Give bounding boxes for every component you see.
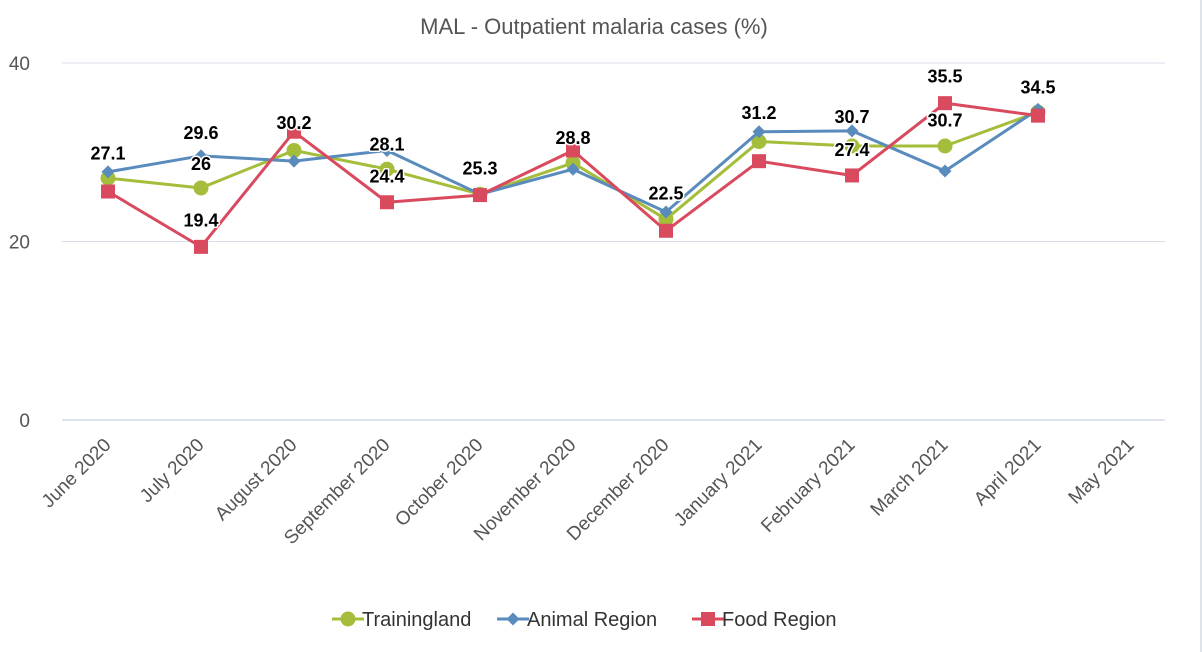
x-tick-label: June 2020: [38, 435, 116, 513]
data-label: 26: [191, 154, 211, 174]
data-point-circle[interactable]: [286, 142, 302, 158]
data-label: 29.6: [183, 123, 218, 143]
data-point-diamond[interactable]: [380, 143, 394, 157]
data-label: 24.4: [369, 167, 404, 187]
grid-lines: [62, 62, 1165, 421]
series-animal-region: [101, 102, 1045, 219]
legend-label: Trainingland: [362, 609, 471, 631]
y-tick-label: 0: [19, 411, 30, 432]
data-point-diamond[interactable]: [938, 164, 952, 178]
data-point-diamond[interactable]: [752, 125, 766, 139]
data-label: 19.4: [183, 210, 218, 230]
data-point-square[interactable]: [845, 168, 859, 183]
legend-item-food-region[interactable]: Food Region: [692, 609, 837, 631]
legend-label: Food Region: [722, 609, 837, 631]
data-label: 30.7: [834, 107, 869, 127]
data-point-square[interactable]: [380, 195, 394, 210]
data-point-square[interactable]: [938, 96, 952, 111]
data-point-square[interactable]: [287, 124, 301, 139]
data-point-circle[interactable]: [844, 138, 860, 154]
data-point-square[interactable]: [473, 188, 487, 203]
legend[interactable]: Trainingland Animal Region Food Region: [332, 609, 837, 631]
x-tick-label: January 2021: [670, 435, 766, 531]
legend-marker-diamond[interactable]: [506, 612, 520, 626]
data-point-circle[interactable]: [937, 138, 953, 154]
data-point-square[interactable]: [194, 239, 208, 254]
data-label: 27.1: [90, 143, 125, 163]
y-tick-label: 20: [9, 233, 30, 254]
x-tick-label: August 2020: [211, 435, 301, 525]
data-label: 30.7: [927, 110, 962, 130]
series-lines: [100, 96, 1046, 254]
panel-border: [1200, 0, 1202, 652]
data-point-diamond[interactable]: [659, 205, 673, 219]
data-labels: 27.1 29.6 26 19.4 30.2 28.1 24.4 25.3 28.8 22.5 31…: [89, 65, 1057, 232]
data-point-circle[interactable]: [379, 161, 395, 177]
data-label: 28.1: [369, 134, 404, 154]
data-point-diamond[interactable]: [845, 124, 859, 138]
data-point-diamond[interactable]: [566, 162, 580, 176]
data-label: 28.8: [555, 128, 590, 148]
x-tick-label: May 2021: [1065, 435, 1139, 509]
y-axis-ticks: 0 20 40: [9, 54, 30, 432]
data-label: 31.2: [741, 103, 776, 123]
data-label: 30.2: [276, 113, 311, 133]
data-point-square[interactable]: [566, 143, 580, 158]
data-point-circle[interactable]: [751, 134, 767, 150]
data-label: 27.4: [834, 140, 869, 160]
data-label: 34.5: [1020, 77, 1055, 97]
x-tick-label: February 2021: [757, 435, 859, 537]
data-label: 35.5: [927, 67, 962, 87]
data-label: 25.3: [462, 159, 497, 179]
x-tick-label: March 2021: [867, 435, 953, 521]
x-tick-label: July 2020: [136, 435, 208, 507]
data-point-circle[interactable]: [658, 211, 674, 227]
chart-title: MAL - Outpatient malaria cases (%): [420, 14, 768, 39]
data-point-diamond[interactable]: [101, 165, 115, 179]
series-food-region: [101, 96, 1045, 254]
data-point-square[interactable]: [752, 154, 766, 169]
data-point-square[interactable]: [101, 184, 115, 199]
x-tick-label: December 2020: [563, 435, 673, 545]
legend-label: Animal Region: [527, 609, 657, 631]
legend-marker-circle[interactable]: [340, 611, 356, 627]
legend-item-animal-region[interactable]: Animal Region: [497, 609, 657, 631]
data-label: 22.5: [648, 184, 683, 204]
data-point-square[interactable]: [659, 223, 673, 238]
data-point-square[interactable]: [1031, 108, 1045, 123]
legend-item-trainingland[interactable]: Trainingland: [332, 609, 471, 631]
y-tick-label: 40: [9, 54, 30, 75]
data-point-circle[interactable]: [193, 180, 209, 196]
x-tick-label: October 2020: [391, 435, 487, 531]
data-point-diamond[interactable]: [287, 154, 301, 168]
data-point-diamond[interactable]: [194, 149, 208, 163]
x-tick-label: April 2021: [970, 435, 1045, 510]
legend-marker-square[interactable]: [701, 612, 715, 626]
